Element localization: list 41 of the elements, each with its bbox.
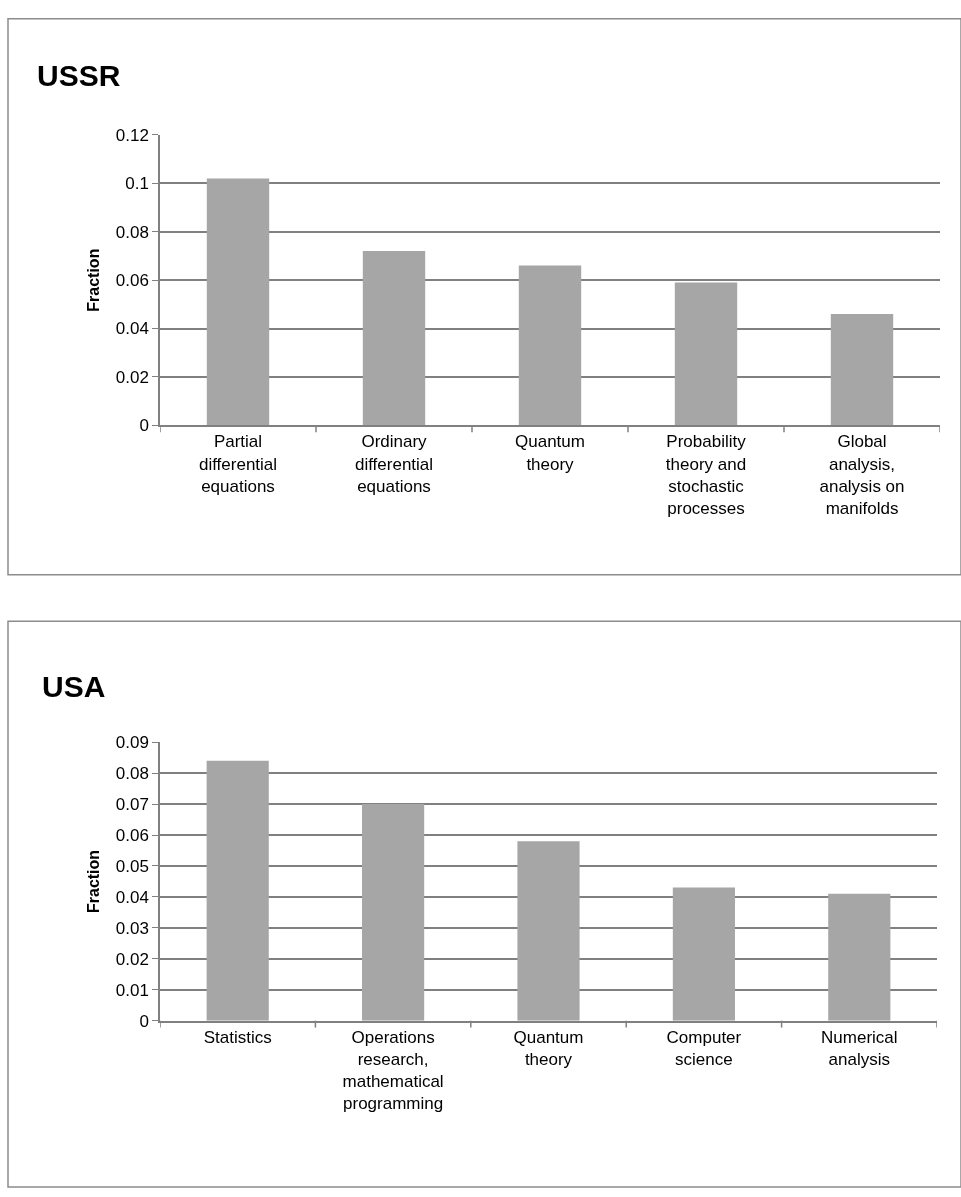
x-tick-label: Probability theory and stochastic processes bbox=[665, 432, 747, 518]
x-tick-label: Ordinary differential equations bbox=[354, 432, 434, 496]
x-tick-label: Numerical analysis bbox=[821, 1027, 898, 1069]
x-tick-label: Statistics bbox=[203, 1027, 272, 1047]
y-tick-label: 0.09 bbox=[115, 733, 149, 753]
x-tick-label: Quantum theory bbox=[513, 1027, 584, 1069]
x-tick-label: Operations research, mathematical programming bbox=[342, 1027, 444, 1114]
bar bbox=[517, 841, 580, 1021]
y-axis-title: Fraction bbox=[85, 248, 103, 312]
bar bbox=[206, 178, 270, 426]
bar bbox=[674, 282, 738, 426]
y-tick-label: 0.08 bbox=[115, 222, 149, 242]
y-axis-title: Fraction bbox=[85, 849, 103, 913]
y-tick-label: 0.05 bbox=[115, 856, 149, 876]
x-tick-label: Computer science bbox=[666, 1027, 742, 1069]
bar bbox=[206, 760, 269, 1021]
y-tick-label: 0.1 bbox=[125, 174, 149, 194]
y-tick-label: 0.07 bbox=[115, 795, 149, 815]
x-tick-label: Quantum theory bbox=[515, 432, 585, 474]
bar bbox=[362, 251, 426, 426]
y-tick-label: 0.03 bbox=[115, 918, 149, 938]
chart-title: USA bbox=[42, 670, 106, 703]
bar bbox=[362, 804, 425, 1021]
bar bbox=[672, 887, 735, 1021]
bar bbox=[830, 314, 894, 426]
x-tick-label: Partial differential equations bbox=[198, 432, 278, 496]
y-tick-label: 0.08 bbox=[115, 764, 149, 784]
y-tick-label: 0.02 bbox=[115, 367, 149, 387]
chart-title: USSR bbox=[37, 59, 121, 92]
bar bbox=[518, 265, 582, 426]
y-tick-label: 0.02 bbox=[115, 949, 149, 969]
y-tick-label: 0.04 bbox=[115, 887, 149, 907]
y-tick-label: 0.06 bbox=[115, 825, 149, 845]
y-tick-label: 0.01 bbox=[115, 980, 149, 1000]
y-tick-label: 0 bbox=[139, 416, 149, 436]
y-tick-label: 0.04 bbox=[115, 319, 149, 339]
bar bbox=[828, 893, 891, 1021]
y-tick-label: 0 bbox=[139, 1011, 149, 1031]
y-tick-label: 0.12 bbox=[115, 125, 149, 145]
y-tick-label: 0.06 bbox=[115, 271, 149, 291]
x-tick-label: Global analysis, analysis on manifolds bbox=[819, 432, 905, 518]
